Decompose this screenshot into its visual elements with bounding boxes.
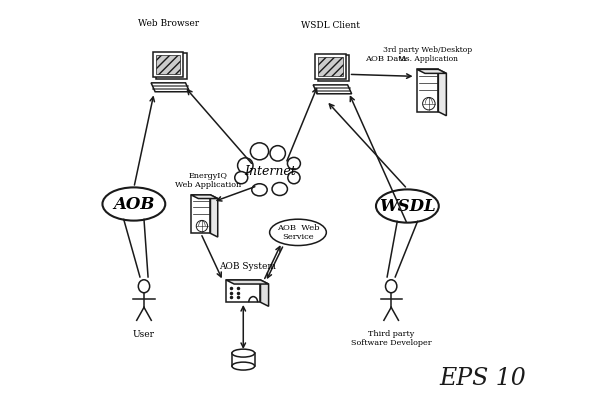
Ellipse shape — [376, 189, 439, 223]
Polygon shape — [318, 57, 343, 75]
Polygon shape — [157, 53, 187, 79]
Text: EnergyIQ
Web Application: EnergyIQ Web Application — [175, 172, 241, 189]
Text: Web Browser: Web Browser — [138, 19, 199, 28]
Ellipse shape — [238, 158, 253, 173]
Polygon shape — [417, 69, 446, 73]
Text: AOB System: AOB System — [219, 262, 276, 271]
Polygon shape — [156, 55, 181, 73]
Text: 3rd party Web/Desktop
Vis. Application: 3rd party Web/Desktop Vis. Application — [383, 46, 472, 63]
Polygon shape — [260, 280, 269, 306]
Ellipse shape — [103, 187, 165, 221]
Ellipse shape — [250, 143, 269, 160]
Ellipse shape — [235, 172, 248, 184]
Text: User: User — [133, 330, 155, 339]
Ellipse shape — [270, 146, 286, 161]
Polygon shape — [191, 195, 211, 233]
Polygon shape — [191, 195, 218, 199]
Ellipse shape — [232, 362, 254, 370]
Text: Third party
Software Developer: Third party Software Developer — [351, 330, 431, 347]
Polygon shape — [439, 69, 446, 116]
Ellipse shape — [269, 219, 326, 246]
Ellipse shape — [139, 280, 149, 293]
Text: AOB: AOB — [113, 195, 155, 213]
Text: AOB Data: AOB Data — [365, 55, 407, 63]
Ellipse shape — [288, 172, 300, 184]
Ellipse shape — [252, 184, 267, 196]
Polygon shape — [226, 280, 269, 284]
Text: WSDL: WSDL — [379, 197, 436, 215]
Text: WSDL Client: WSDL Client — [301, 21, 360, 30]
Polygon shape — [319, 55, 349, 81]
Polygon shape — [315, 54, 346, 79]
Ellipse shape — [196, 220, 208, 232]
Ellipse shape — [422, 98, 435, 110]
Ellipse shape — [272, 182, 287, 195]
Text: Internet: Internet — [244, 165, 295, 178]
Ellipse shape — [386, 280, 397, 293]
Polygon shape — [226, 280, 260, 302]
Ellipse shape — [232, 349, 254, 357]
Polygon shape — [417, 69, 439, 112]
Polygon shape — [153, 52, 184, 77]
Text: AOB  Web
Service: AOB Web Service — [277, 224, 319, 241]
Ellipse shape — [287, 157, 301, 170]
Polygon shape — [151, 83, 190, 92]
Polygon shape — [313, 85, 352, 94]
Text: EPS 10: EPS 10 — [440, 367, 527, 390]
Polygon shape — [211, 195, 218, 237]
